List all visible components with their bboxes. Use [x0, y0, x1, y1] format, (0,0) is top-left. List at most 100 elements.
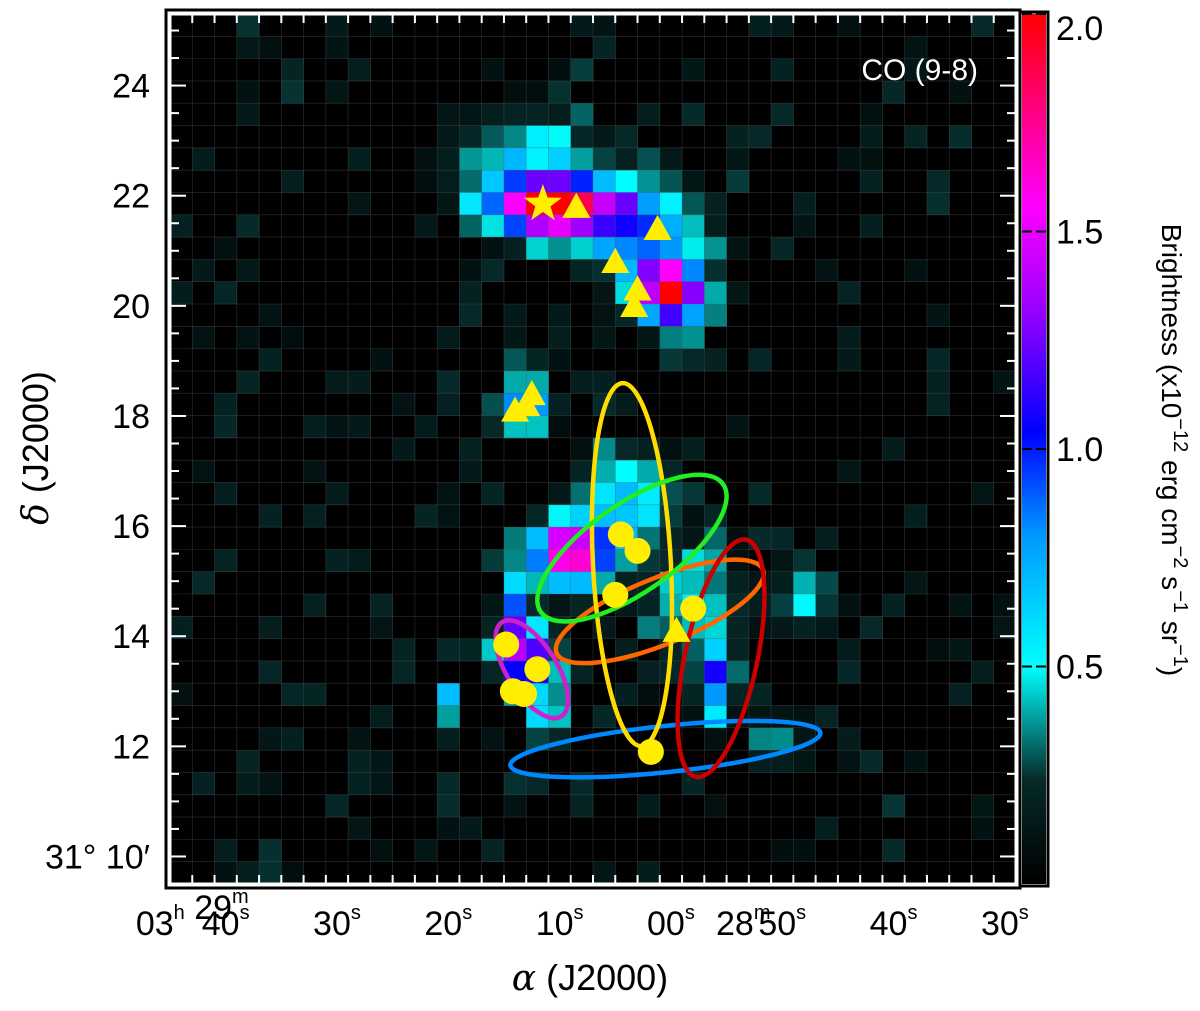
x-tick-unit: s	[1019, 902, 1029, 924]
heatmap-pixel	[325, 415, 349, 439]
heatmap-pixel	[259, 504, 282, 528]
heatmap-pixel	[481, 147, 505, 171]
heatmap-pixel	[414, 415, 438, 439]
yellow-star-marker	[523, 184, 562, 221]
heatmap-pixel	[526, 504, 549, 528]
heatmap-pixel	[704, 281, 727, 305]
heatmap-pixel	[503, 80, 527, 104]
heatmap-pixel	[503, 214, 527, 238]
x-axis-symbol: α	[512, 958, 536, 999]
heatmap-pixel	[637, 147, 661, 171]
heatmap-pixel	[926, 348, 950, 372]
heatmap-pixel	[548, 527, 572, 550]
heatmap-pixel	[949, 80, 972, 104]
heatmap-pixel	[459, 304, 483, 327]
heatmap-pixel	[704, 705, 727, 729]
x-tick-value: 30	[981, 905, 1019, 943]
heatmap-pixel	[615, 460, 638, 483]
heatmap-pixel	[771, 571, 794, 595]
heatmap-pixel	[860, 103, 883, 126]
yellow-circle-marker	[637, 738, 664, 765]
heatmap-pixel	[348, 549, 371, 573]
heatmap-pixel	[837, 750, 861, 773]
heatmap-pixel	[526, 549, 549, 573]
y-axis-text: (J2000)	[15, 371, 56, 503]
heatmap-pixel	[503, 348, 527, 372]
heatmap-pixel	[348, 817, 371, 840]
heatmap-pixel	[682, 482, 705, 506]
x-tick-label: 10s	[536, 902, 584, 943]
heatmap-pixel	[682, 326, 705, 350]
heatmap-pixel	[860, 125, 883, 149]
heatmap-pixel	[637, 237, 661, 260]
heatmap-pixel	[214, 237, 238, 260]
heatmap-pixel	[815, 616, 839, 640]
heatmap-pixel	[726, 415, 750, 439]
heatmap-pixel	[637, 192, 661, 216]
heatmap-pixel	[370, 839, 394, 863]
y-tick-label: 20	[112, 288, 150, 326]
heatmap-pixel	[303, 683, 327, 706]
colorbar-tick-label: 1.5	[1056, 214, 1103, 252]
x-tick-label: 40s	[870, 902, 918, 943]
heatmap-pixel	[815, 705, 839, 729]
heatmap-pixel	[325, 549, 349, 573]
heatmap-pixel	[993, 594, 1016, 617]
yellow-triangle-marker	[562, 192, 591, 218]
heatmap-pixel	[771, 727, 794, 751]
y-tick-label: 24	[112, 68, 150, 106]
heatmap-pixel	[570, 504, 594, 528]
heatmap-pixel	[570, 214, 594, 238]
heatmap-pixel	[837, 660, 861, 684]
heatmap-pixel	[593, 281, 616, 305]
heatmap-pixel	[570, 549, 594, 573]
heatmap-pixel	[437, 817, 460, 840]
heatmap-pixel	[704, 237, 727, 260]
heatmap-pixel	[704, 504, 727, 528]
heatmap-pixel	[481, 125, 505, 149]
heatmap-pixel	[214, 415, 238, 439]
heatmap-pixel	[860, 147, 883, 171]
heatmap-pixel	[281, 727, 304, 751]
heatmap-pixel	[726, 571, 750, 595]
heatmap-pixel	[192, 571, 215, 595]
heatmap-pixel	[548, 482, 572, 506]
y-tick-label: 12	[112, 728, 150, 766]
outflow-ellipse	[508, 718, 823, 780]
heatmap-pixel	[593, 192, 616, 216]
heatmap-pixel	[837, 14, 861, 37]
heatmap-pixel	[437, 103, 460, 126]
cb-title-d: sr	[1156, 613, 1187, 644]
heatmap-pixel	[704, 660, 727, 684]
x-tick-value: 28	[716, 905, 754, 943]
heatmap-pixel	[815, 594, 839, 617]
heatmap-pixel	[615, 125, 638, 149]
heatmap-pixel	[860, 616, 883, 640]
colorbar-tick-label: 0.5	[1056, 649, 1103, 687]
heatmap-pixel	[459, 103, 483, 126]
yellow-triangle-marker	[620, 291, 649, 318]
heatmap-pixel	[370, 14, 394, 37]
colorbar-title: Brightness (x10−12 erg cm−2 s−1 sr−1)	[1156, 224, 1191, 677]
heatmap-pixel	[570, 482, 594, 506]
heatmap-pixel	[637, 103, 661, 126]
heatmap-pixel	[726, 147, 750, 171]
heatmap-pixel	[971, 817, 995, 840]
heatmap-pixel	[236, 326, 260, 350]
heatmap-pixel	[771, 527, 794, 550]
heatmap-pixel	[370, 594, 394, 617]
heatmap-pixel	[459, 170, 483, 193]
heatmap-pixel	[481, 482, 505, 506]
heatmap-pixel	[437, 772, 460, 796]
heatmap-pixel	[459, 147, 483, 171]
heatmap-pixel	[259, 304, 282, 327]
heatmap-pixel	[637, 259, 661, 283]
heatmap-pixel	[615, 393, 638, 416]
heatmap-pixel	[192, 460, 215, 483]
x-tick-unit: s	[240, 902, 250, 924]
heatmap-pixel	[236, 861, 260, 884]
heatmap-pixel	[503, 125, 527, 149]
heatmap-pixel	[481, 214, 505, 238]
heatmap-pixel	[526, 727, 549, 751]
heatmap-pixel	[726, 125, 750, 149]
